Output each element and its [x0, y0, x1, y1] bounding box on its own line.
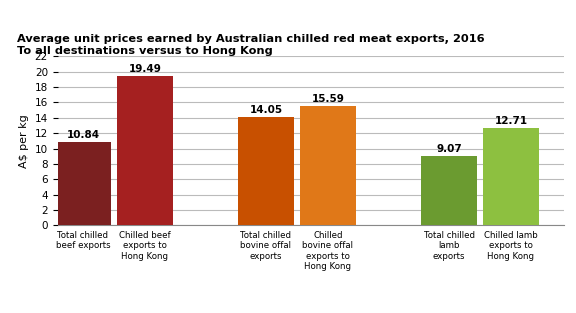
- Bar: [55, 142, 111, 225]
- Text: 15.59: 15.59: [312, 94, 344, 104]
- Text: 10.84: 10.84: [66, 130, 100, 140]
- Bar: [300, 105, 356, 225]
- Bar: [238, 117, 294, 225]
- Text: To all destinations versus to Hong Kong: To all destinations versus to Hong Kong: [17, 46, 273, 56]
- Bar: [421, 156, 477, 225]
- Text: 19.49: 19.49: [128, 64, 161, 74]
- Text: Average unit prices earned by Australian chilled red meat exports, 2016: Average unit prices earned by Australian…: [17, 34, 484, 44]
- Text: 12.71: 12.71: [494, 116, 528, 126]
- Y-axis label: A$ per kg: A$ per kg: [19, 114, 29, 168]
- Text: 9.07: 9.07: [436, 144, 462, 154]
- Bar: [483, 128, 539, 225]
- Bar: [117, 76, 173, 225]
- Text: 14.05: 14.05: [249, 105, 283, 115]
